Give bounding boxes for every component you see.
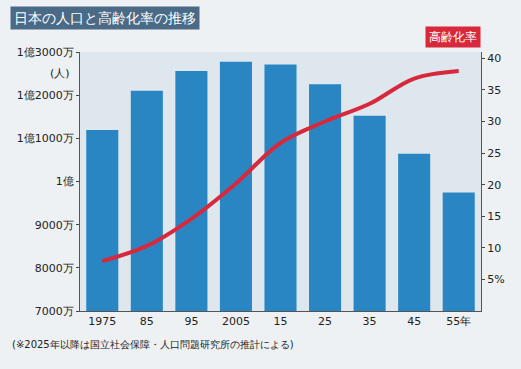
svg-text:35: 35 xyxy=(487,84,501,97)
svg-text:高齢化率: 高齢化率 xyxy=(429,30,477,44)
svg-text:45: 45 xyxy=(407,315,421,328)
svg-text:(※2025年以降は国立社会保障・人口問題研究所の推計による: (※2025年以降は国立社会保障・人口問題研究所の推計による) xyxy=(12,339,294,350)
svg-text:95: 95 xyxy=(184,315,198,328)
svg-text:85: 85 xyxy=(140,315,154,328)
svg-text:55年: 55年 xyxy=(446,315,471,328)
svg-text:5%: 5% xyxy=(487,273,504,286)
svg-text:1975: 1975 xyxy=(88,315,116,328)
svg-text:1億1000万: 1億1000万 xyxy=(17,132,74,145)
svg-text:2005: 2005 xyxy=(222,315,250,328)
svg-text:30: 30 xyxy=(487,115,501,128)
svg-text:8000万: 8000万 xyxy=(35,262,74,275)
svg-text:7000万: 7000万 xyxy=(35,305,74,318)
svg-text:日本の人口と高齢化率の推移: 日本の人口と高齢化率の推移 xyxy=(14,10,196,26)
svg-text:25: 25 xyxy=(487,147,501,160)
svg-text:1億: 1億 xyxy=(56,175,74,188)
svg-text:10: 10 xyxy=(487,242,501,255)
svg-text:1億2000万: 1億2000万 xyxy=(17,89,74,102)
svg-text:15: 15 xyxy=(274,315,288,328)
svg-text:1億3000万: 1億3000万 xyxy=(17,46,74,59)
svg-text:(人): (人) xyxy=(50,67,70,80)
svg-text:25: 25 xyxy=(318,315,332,328)
svg-text:40: 40 xyxy=(487,52,501,65)
svg-text:9000万: 9000万 xyxy=(35,219,74,232)
svg-text:15: 15 xyxy=(487,210,501,223)
svg-text:20: 20 xyxy=(487,179,501,192)
svg-text:35: 35 xyxy=(363,315,377,328)
